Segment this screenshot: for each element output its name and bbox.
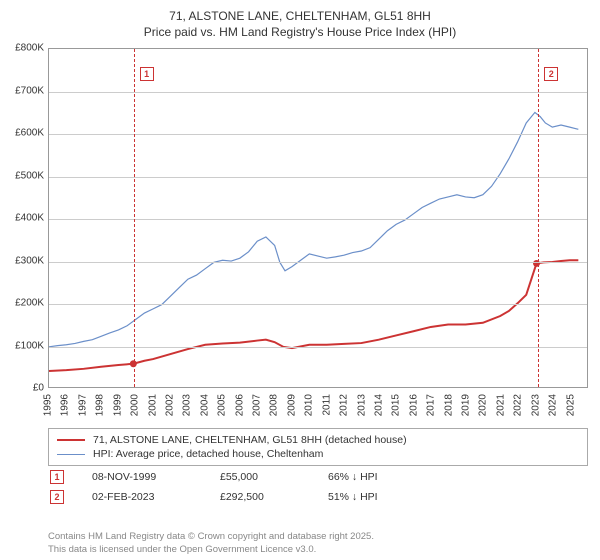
y-axis-label: £100K [2,340,44,351]
legend-box: 71, ALSTONE LANE, CHELTENHAM, GL51 8HH (… [48,428,588,466]
x-axis-label: 2014 [373,394,384,416]
x-axis-label: 2011 [321,394,332,416]
x-axis-label: 1996 [60,394,71,416]
x-axis-label: 2021 [495,394,506,416]
x-axis-label: 2023 [530,394,541,416]
legend-swatch [57,439,85,441]
sale-date: 02-FEB-2023 [92,491,192,503]
x-axis-label: 1998 [95,394,106,416]
x-axis-label: 2022 [513,394,524,416]
chart-plot-area: 12 [48,48,588,388]
y-axis-label: £0 [2,383,44,394]
x-axis-label: 2010 [304,394,315,416]
x-axis-label: 2008 [269,394,280,416]
sale-delta: 51% ↓ HPI [328,491,378,503]
sale-row: 2 02-FEB-2023 £292,500 51% ↓ HPI [48,486,588,506]
legend-label: 71, ALSTONE LANE, CHELTENHAM, GL51 8HH (… [93,434,407,446]
sale-date: 08-NOV-1999 [92,471,192,483]
footer-line2: This data is licensed under the Open Gov… [48,544,374,556]
y-axis-label: £200K [2,298,44,309]
sale-dots [130,260,540,367]
x-axis-label: 2024 [548,394,559,416]
y-axis-label: £700K [2,85,44,96]
sale-row-marker: 1 [50,470,64,484]
x-axis-label: 1997 [77,394,88,416]
sale-row: 1 08-NOV-1999 £55,000 66% ↓ HPI [48,466,588,486]
sale-marker-vline [538,49,539,387]
price-paid-line [49,260,578,371]
ygrid-line [49,219,587,220]
y-axis-label: £500K [2,170,44,181]
x-axis-label: 2015 [391,394,402,416]
x-axis-label: 2004 [199,394,210,416]
x-axis-label: 2009 [286,394,297,416]
x-axis-label: 2003 [182,394,193,416]
x-axis-label: 2019 [461,394,472,416]
x-axis-label: 2017 [426,394,437,416]
ygrid-line [49,304,587,305]
ygrid-line [49,177,587,178]
footer-line1: Contains HM Land Registry data © Crown c… [48,531,374,543]
x-axis-label: 2006 [234,394,245,416]
legend-row: 71, ALSTONE LANE, CHELTENHAM, GL51 8HH (… [57,433,579,447]
y-axis-label: £600K [2,128,44,139]
x-axis-label: 2005 [217,394,228,416]
title-line2: Price paid vs. HM Land Registry's House … [10,24,590,40]
y-axis-label: £400K [2,213,44,224]
x-axis-label: 1995 [43,394,54,416]
x-axis-label: 2016 [408,394,419,416]
legend-swatch [57,454,85,455]
chart-title: 71, ALSTONE LANE, CHELTENHAM, GL51 8HH P… [0,0,600,44]
legend-and-sales: 71, ALSTONE LANE, CHELTENHAM, GL51 8HH (… [48,428,588,506]
x-axis-label: 2013 [356,394,367,416]
ygrid-line [49,134,587,135]
hpi-line [49,112,578,346]
title-line1: 71, ALSTONE LANE, CHELTENHAM, GL51 8HH [10,8,590,24]
sale-delta: 66% ↓ HPI [328,471,378,483]
x-axis-label: 2020 [478,394,489,416]
sale-price: £55,000 [220,471,300,483]
sale-marker-box: 2 [544,67,558,81]
ygrid-line [49,262,587,263]
plot-svg [49,49,587,387]
x-axis-label: 2018 [443,394,454,416]
sale-marker-vline [134,49,135,387]
x-axis-label: 2025 [565,394,576,416]
y-axis-label: £300K [2,255,44,266]
x-axis-label: 1999 [112,394,123,416]
ygrid-line [49,92,587,93]
sale-price: £292,500 [220,491,300,503]
x-axis-label: 2001 [147,394,158,416]
sale-row-marker: 2 [50,490,64,504]
legend-label: HPI: Average price, detached house, Chel… [93,448,323,460]
ygrid-line [49,347,587,348]
footer-attribution: Contains HM Land Registry data © Crown c… [48,531,374,556]
legend-row: HPI: Average price, detached house, Chel… [57,447,579,461]
y-axis-label: £800K [2,43,44,54]
x-axis-label: 2012 [339,394,350,416]
x-axis-label: 2007 [252,394,263,416]
sales-block: 1 08-NOV-1999 £55,000 66% ↓ HPI 2 02-FEB-2023… [48,466,588,506]
x-axis-label: 2000 [130,394,141,416]
x-axis-label: 2002 [164,394,175,416]
sale-marker-box: 1 [140,67,154,81]
